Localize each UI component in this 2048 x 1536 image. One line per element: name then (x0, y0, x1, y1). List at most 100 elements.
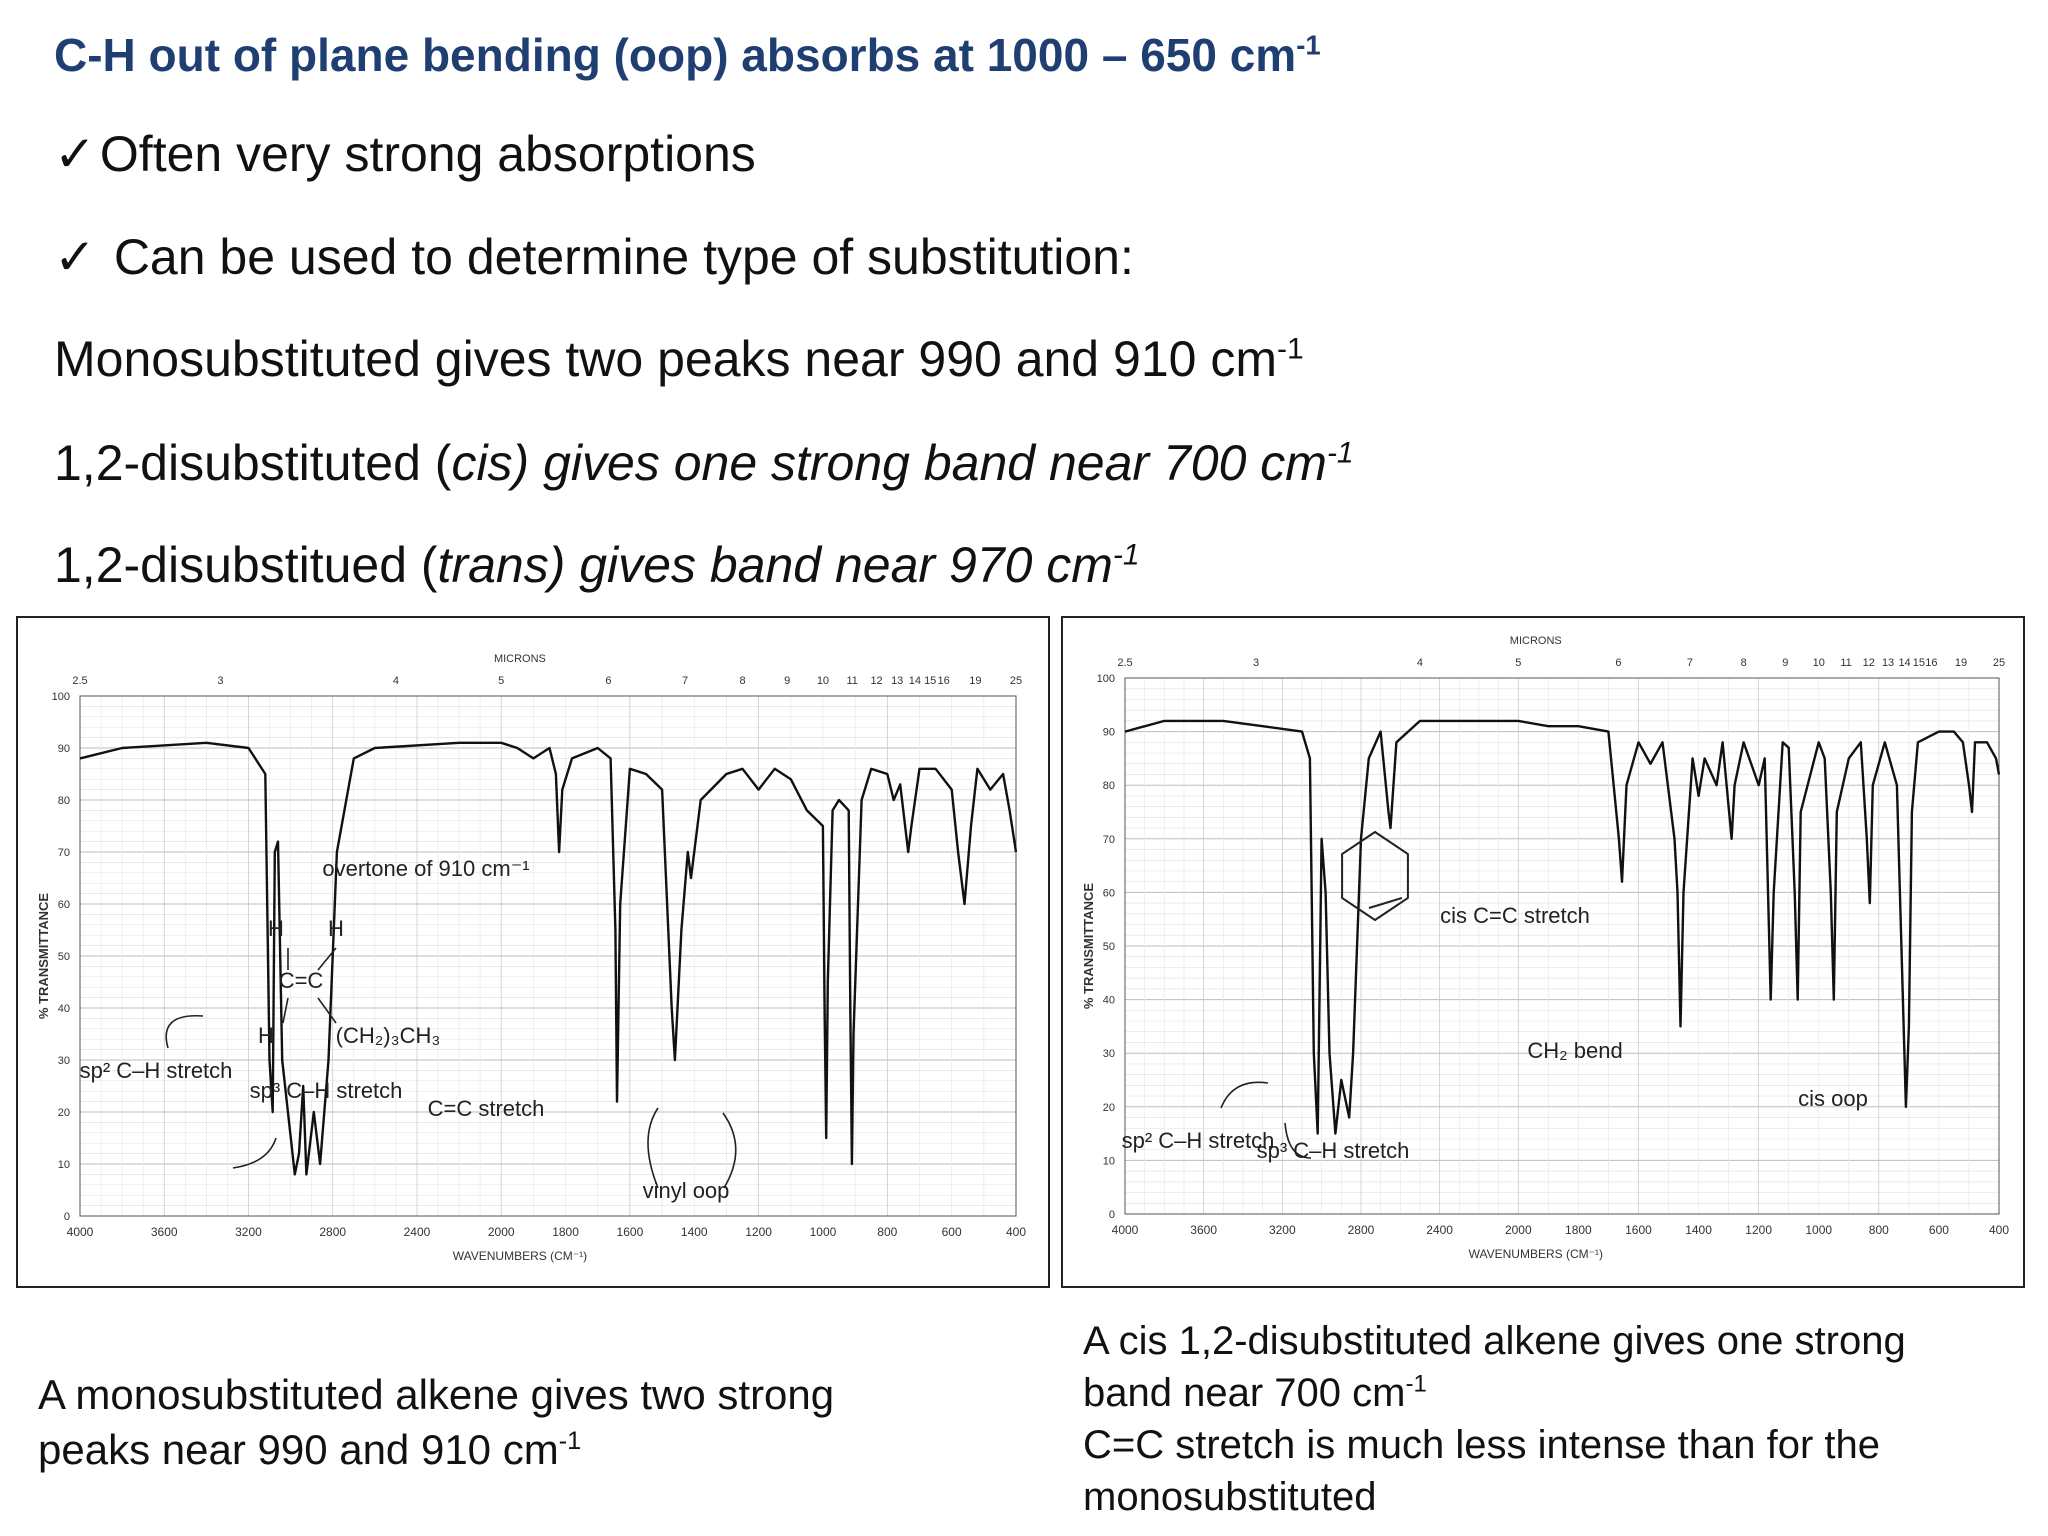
peak-annotation: cis oop (1798, 1086, 1868, 1111)
micron-tick-label: 14 (909, 675, 921, 687)
micron-tick-label: 8 (739, 675, 745, 687)
x-tick-label: 1600 (617, 1225, 644, 1239)
micron-tick-label: 8 (1741, 657, 1747, 669)
bond-line (282, 997, 289, 1024)
micron-tick-label: 7 (682, 675, 688, 687)
peak-annotation: H (258, 1023, 274, 1048)
x-tick-label: 1800 (1565, 1223, 1592, 1237)
micron-tick-label: 4 (1417, 657, 1423, 669)
y-tick-label: 40 (58, 1003, 70, 1015)
y-tick-label: 70 (1103, 834, 1115, 846)
micron-tick-label: 19 (1955, 657, 1967, 669)
micron-tick-label: 13 (891, 675, 903, 687)
plot-frame (1124, 677, 2000, 1215)
x-tick-label: 1200 (745, 1225, 772, 1239)
caption-right: A cis 1,2-disubstituted alkene gives one… (1083, 1319, 1906, 1519)
y-tick-label: 90 (1103, 727, 1115, 739)
y-tick-label: 100 (1097, 673, 1115, 685)
top-axis-label: MICRONS (1510, 635, 1562, 647)
micron-tick-label: 9 (784, 675, 790, 687)
micron-tick-label: 5 (498, 675, 504, 687)
y-tick-label: 60 (1103, 887, 1115, 899)
y-tick-label: 20 (1103, 1102, 1115, 1114)
bond-line (317, 997, 337, 1024)
y-tick-label: 20 (58, 1107, 70, 1119)
x-tick-label: 4000 (67, 1225, 94, 1239)
micron-tick-label: 11 (1840, 657, 1851, 669)
x-axis-label: WAVENUMBERS (CM⁻¹) (453, 1249, 587, 1263)
micron-tick-label: 6 (1615, 657, 1621, 669)
peak-annotation: sp³ C–H stretch (250, 1078, 403, 1103)
x-axis-label: WAVENUMBERS (CM⁻¹) (1469, 1247, 1603, 1261)
micron-tick-label: 7 (1687, 657, 1693, 669)
y-axis-label: % TRANSMITTANCE (36, 893, 51, 1019)
peak-annotation: CH₂ bend (1527, 1038, 1622, 1063)
peak-annotation: overtone of 910 cm⁻¹ (322, 856, 529, 881)
ir-spectrum-mono-panel: 0 10 20 30 40 50 60 70 80 90 100 4000 3600 3200 2800 24… (16, 616, 1050, 1288)
micron-tick-label: 3 (1253, 657, 1259, 669)
x-tick-label: 3200 (235, 1225, 262, 1239)
peak-annotation: sp² C–H stretch (1122, 1128, 1275, 1153)
y-tick-label: 30 (58, 1055, 70, 1067)
peak-annotation: cis C=C stretch (1440, 903, 1590, 928)
y-tick-label: 50 (1103, 941, 1115, 953)
check-icon: ✓ (54, 126, 96, 182)
micron-tick-label: 2.5 (1117, 657, 1132, 669)
x-tick-label: 800 (1869, 1223, 1889, 1237)
annotation-arrow (1220, 1081, 1269, 1109)
x-tick-label: 1600 (1625, 1223, 1652, 1237)
x-tick-label: 1400 (681, 1225, 708, 1239)
micron-tick-label: 3 (217, 675, 223, 687)
micron-tick-label: 13 (1882, 657, 1894, 669)
micron-tick-label: 2.5 (72, 675, 87, 687)
micron-tick-label: 15 (924, 675, 936, 687)
y-tick-label: 0 (64, 1211, 70, 1223)
cis-line: 1,2-disubstituted (cis) gives one strong… (54, 435, 1354, 491)
micron-tick-label: 4 (393, 675, 399, 687)
peak-annotation: C=C stretch (428, 1096, 545, 1121)
peak-annotation: H (328, 916, 344, 941)
micron-tick-label: 10 (817, 675, 829, 687)
y-tick-label: 100 (52, 691, 70, 703)
y-tick-label: 10 (1103, 1155, 1115, 1167)
x-tick-label: 2800 (1348, 1223, 1375, 1237)
annotation-arrow (1284, 1122, 1312, 1159)
x-tick-label: 1200 (1745, 1223, 1772, 1237)
top-axis-label: MICRONS (494, 653, 546, 665)
x-tick-label: 4000 (1112, 1223, 1139, 1237)
slide-title: C-H out of plane bending (oop) absorbs a… (54, 29, 1321, 81)
micron-tick-label: 16 (1925, 657, 1937, 669)
x-tick-label: 1400 (1685, 1223, 1712, 1237)
y-tick-label: 40 (1103, 995, 1115, 1007)
x-tick-label: 400 (1989, 1223, 2009, 1237)
cyclohexene-ring (1341, 830, 1409, 922)
y-tick-label: 70 (58, 847, 70, 859)
peak-annotation: sp³ C–H stretch (1257, 1138, 1410, 1163)
micron-tick-label: 25 (1010, 675, 1022, 687)
y-tick-label: 30 (1103, 1048, 1115, 1060)
x-tick-label: 3600 (151, 1225, 178, 1239)
micron-tick-label: 15 (1913, 657, 1925, 669)
caption-left: A monosubstituted alkene gives two stron… (38, 1371, 835, 1473)
annotation-arrow (165, 1015, 204, 1049)
bond-line (317, 947, 337, 971)
double-bond-line (1368, 897, 1403, 909)
micron-tick-label: 16 (937, 675, 949, 687)
y-tick-label: 90 (58, 743, 70, 755)
trans-line: 1,2-disubstitued (trans) gives band near… (54, 537, 1140, 593)
y-tick-label: 10 (58, 1159, 70, 1171)
bullet-substitution-type: ✓ Can be used to determine type of subst… (54, 229, 1134, 285)
x-tick-label: 2400 (404, 1225, 431, 1239)
bullet-strong-absorptions: ✓Often very strong absorptions (54, 126, 756, 182)
spectrum-line (1124, 719, 2001, 1135)
peak-annotation: H (268, 916, 284, 941)
annotation-arrow (647, 1107, 659, 1189)
peak-annotation: sp² C–H stretch (80, 1058, 233, 1083)
micron-tick-label: 12 (1863, 657, 1875, 669)
peak-annotation: (CH₂)₃CH₃ (336, 1023, 441, 1048)
x-tick-label: 800 (877, 1225, 897, 1239)
micron-tick-label: 11 (846, 675, 857, 687)
plot-frame (79, 695, 1017, 1217)
